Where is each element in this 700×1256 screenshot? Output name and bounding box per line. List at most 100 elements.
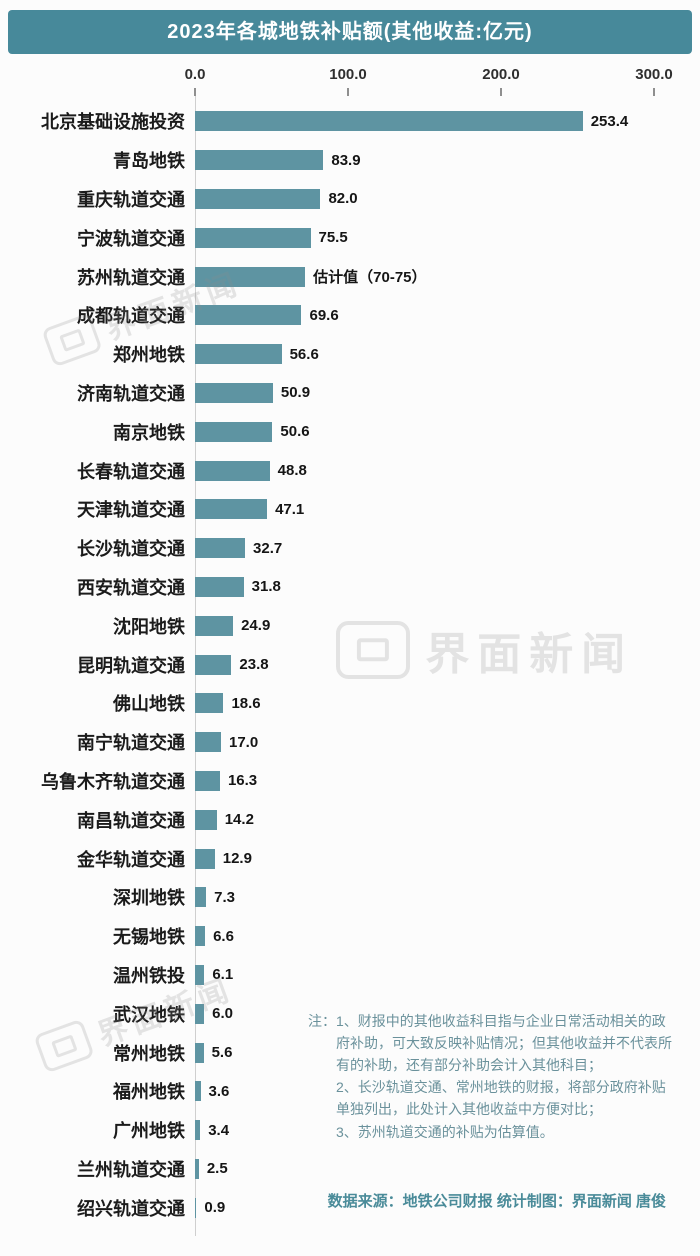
bar bbox=[195, 848, 215, 869]
bar-track: 75.5 bbox=[195, 227, 700, 248]
axis-tick-label: 300.0 bbox=[635, 66, 673, 83]
bar bbox=[195, 421, 273, 442]
chart-row: 长春轨道交通 48.8 bbox=[0, 451, 700, 490]
bar bbox=[195, 150, 324, 171]
chart-row: 南昌轨道交通 14.2 bbox=[0, 800, 700, 839]
note-item: 1、财报中的其他收益科目指与企业日常活动相关的政府补助，可大致反映补贴情况；但其… bbox=[336, 1013, 672, 1074]
chart-row: 武汉地铁 6.0 bbox=[0, 994, 700, 1033]
chart-row: 青岛地铁 83.9 bbox=[0, 141, 700, 180]
bar-track: 18.6 bbox=[195, 693, 700, 714]
value-label: 47.1 bbox=[275, 500, 305, 518]
category-label: 南宁轨道交通 bbox=[77, 733, 185, 754]
chart-row: 宁波轨道交通 75.5 bbox=[0, 218, 700, 257]
chart-row: 温州铁投 6.1 bbox=[0, 956, 700, 995]
category-label: 金华轨道交通 bbox=[77, 849, 185, 870]
value-label: 75.5 bbox=[318, 229, 348, 247]
bar-track: 82.0 bbox=[195, 188, 700, 209]
chart-row: 乌鲁木齐轨道交通 16.3 bbox=[0, 762, 700, 801]
bar-track: 14.2 bbox=[195, 809, 700, 830]
chart-row: 无锡地铁 6.6 bbox=[0, 917, 700, 956]
category-label: 无锡地铁 bbox=[113, 927, 185, 948]
bar bbox=[195, 460, 270, 481]
bar bbox=[195, 887, 207, 908]
value-label: 2.5 bbox=[206, 1160, 228, 1178]
chart-row: 沈阳地铁 24.9 bbox=[0, 606, 700, 645]
notes-prefix: 注： bbox=[308, 1013, 336, 1029]
bar-track: 6.6 bbox=[195, 926, 700, 947]
category-label: 郑州地铁 bbox=[113, 345, 185, 366]
bar-track: 6.1 bbox=[195, 964, 700, 985]
bar bbox=[195, 111, 583, 132]
bar bbox=[195, 576, 244, 597]
bar-track: 253.4 bbox=[195, 111, 700, 132]
value-label: 7.3 bbox=[214, 888, 236, 906]
category-label: 北京基础设施投资 bbox=[41, 112, 185, 133]
category-label: 长沙轨道交通 bbox=[77, 539, 185, 560]
category-label: 青岛地铁 bbox=[113, 151, 185, 172]
axis-tick-label: 0.0 bbox=[184, 66, 206, 83]
value-label: 6.1 bbox=[212, 966, 234, 984]
bar bbox=[195, 1042, 204, 1063]
category-label: 武汉地铁 bbox=[113, 1004, 185, 1025]
category-label: 苏州轨道交通 bbox=[77, 267, 185, 288]
bar bbox=[195, 1081, 201, 1102]
chart-row: 重庆轨道交通 82.0 bbox=[0, 180, 700, 219]
bar bbox=[195, 926, 206, 947]
value-label: 0.9 bbox=[204, 1199, 226, 1217]
bar-track: 2.5 bbox=[195, 1158, 700, 1179]
bar bbox=[195, 344, 282, 365]
bar bbox=[195, 188, 321, 209]
category-label: 成都轨道交通 bbox=[77, 306, 185, 327]
category-label: 常州地铁 bbox=[113, 1043, 185, 1064]
value-label: 6.0 bbox=[212, 1005, 234, 1023]
chart-row: 昆明轨道交通 23.8 bbox=[0, 645, 700, 684]
value-label: 18.6 bbox=[231, 694, 261, 712]
bar bbox=[195, 227, 311, 248]
axis-tick-mark bbox=[194, 88, 196, 96]
chart-row: 南京地铁 50.6 bbox=[0, 412, 700, 451]
bar bbox=[195, 1120, 201, 1141]
bar bbox=[195, 693, 224, 714]
category-label: 重庆轨道交通 bbox=[77, 189, 185, 210]
chart-rows: 北京基础设施投资 253.4 青岛地铁 83.9 重庆轨道交通 82.0 宁波轨道交通 75.… bbox=[0, 102, 700, 1227]
bar-track: 3.4 bbox=[195, 1120, 700, 1141]
category-label: 广州地铁 bbox=[113, 1121, 185, 1142]
chart-row: 深圳地铁 7.3 bbox=[0, 878, 700, 917]
value-label: 12.9 bbox=[222, 850, 252, 868]
bar bbox=[195, 1197, 197, 1218]
value-label: 69.6 bbox=[309, 306, 339, 324]
chart-row: 金华轨道交通 12.9 bbox=[0, 839, 700, 878]
chart-row: 常州地铁 5.6 bbox=[0, 1033, 700, 1072]
chart-row: 兰州轨道交通 2.5 bbox=[0, 1150, 700, 1189]
value-label: 32.7 bbox=[253, 539, 283, 557]
bar bbox=[195, 1003, 205, 1024]
bar bbox=[195, 615, 234, 636]
category-label: 南昌轨道交通 bbox=[77, 810, 185, 831]
value-label: 23.8 bbox=[239, 656, 269, 674]
chart-row: 苏州轨道交通 估计值（70-75） bbox=[0, 257, 700, 296]
bar bbox=[195, 654, 232, 675]
chart-row: 广州地铁 3.4 bbox=[0, 1111, 700, 1150]
bar bbox=[195, 809, 217, 830]
chart-row: 济南轨道交通 50.9 bbox=[0, 374, 700, 413]
bar-track: 23.8 bbox=[195, 654, 700, 675]
value-label: 83.9 bbox=[331, 151, 361, 169]
bar-track: 56.6 bbox=[195, 344, 700, 365]
value-label: 56.6 bbox=[289, 345, 319, 363]
bar bbox=[195, 1158, 199, 1179]
axis-tick-label: 200.0 bbox=[482, 66, 520, 83]
category-label: 乌鲁木齐轨道交通 bbox=[41, 771, 185, 792]
notes-block: 注： 1、财报中的其他收益科目指与企业日常活动相关的政府补助，可大致反映补贴情况… bbox=[308, 1010, 676, 1143]
value-label: 253.4 bbox=[590, 112, 629, 130]
bar-track: 17.0 bbox=[195, 732, 700, 753]
bar-track: 32.7 bbox=[195, 538, 700, 559]
category-label: 绍兴轨道交通 bbox=[77, 1198, 185, 1219]
chart-row: 佛山地铁 18.6 bbox=[0, 684, 700, 723]
bar-track: 7.3 bbox=[195, 887, 700, 908]
bar-track: 6.0 bbox=[195, 1003, 700, 1024]
category-label: 福州地铁 bbox=[113, 1082, 185, 1103]
bar bbox=[195, 382, 273, 403]
axis-tick-mark bbox=[500, 88, 502, 96]
value-label: 3.6 bbox=[208, 1082, 230, 1100]
